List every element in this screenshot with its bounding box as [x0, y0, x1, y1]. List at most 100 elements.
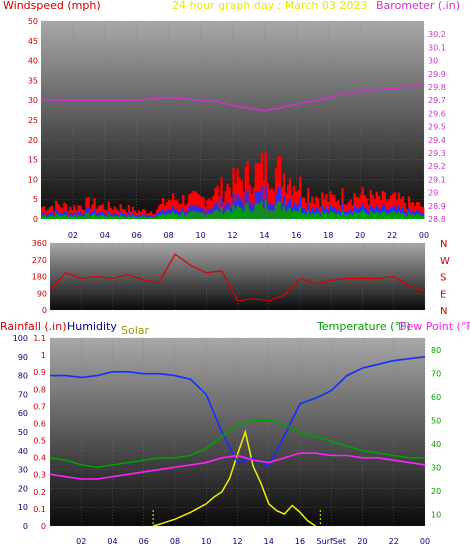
wind-low-bar — [129, 216, 133, 219]
wind-low-bar — [401, 212, 405, 219]
wind-low-bar — [286, 209, 290, 219]
wind-low-bar — [319, 215, 322, 219]
wind-low-bar — [377, 212, 380, 219]
wind-low-bar — [210, 213, 213, 219]
wind-low-bar — [359, 212, 362, 219]
wind-low-bar — [73, 215, 76, 219]
rainfall-tick-label: 0 — [41, 522, 46, 531]
humidity-x-tick-label: 02 — [76, 537, 86, 546]
wind-low-bar — [79, 215, 82, 219]
humidity-tick-label: 10 — [18, 503, 28, 512]
wind-low-bar — [172, 211, 175, 219]
wind-low-bar — [167, 213, 171, 219]
wind-low-bar — [135, 217, 139, 219]
windspeed-tick-label: 10 — [28, 175, 38, 184]
dewpoint-line — [49, 452, 426, 480]
wind-low-bar — [127, 215, 130, 219]
wind-direction-line — [49, 253, 426, 302]
barometer-tick-label: 30.2 — [428, 30, 446, 39]
humidity-tick-label: 60 — [18, 409, 28, 418]
wind-low-bar — [53, 216, 56, 219]
wind-low-bar — [260, 200, 264, 219]
wind-low-bar — [413, 215, 417, 219]
humidity-tick-label: 30 — [18, 466, 28, 475]
wind-low-bar — [190, 211, 193, 219]
wind-low-bar — [163, 215, 167, 219]
windspeed-tick-label: 40 — [28, 57, 38, 66]
direction-tick-label: 0 — [42, 306, 47, 315]
wind-low-bar — [69, 215, 72, 219]
windspeed-bar — [121, 208, 124, 219]
wind-low-bar — [145, 217, 149, 219]
windspeed-tick-label: 25 — [28, 116, 38, 125]
wind-low-bar — [327, 214, 330, 219]
rainfall-tick-label: 0.5 — [33, 437, 46, 446]
direction-tick-label: 270 — [32, 256, 47, 265]
wind-low-bar — [170, 213, 173, 219]
wind-low-bar — [216, 209, 219, 219]
wind-low-bar — [234, 209, 237, 219]
humidity-x-tick-label: SurfSet — [317, 537, 346, 546]
wind-low-bar — [373, 213, 376, 219]
wind-low-bar — [176, 213, 179, 219]
wind-low-bar — [111, 216, 114, 219]
wind-low-bar — [303, 213, 306, 219]
wind-low-bar — [341, 210, 344, 219]
wind-low-bar — [57, 214, 60, 219]
wind-x-tick-label: 02 — [68, 231, 78, 240]
compass-letter: N — [440, 306, 447, 317]
humidity-tick-label: 40 — [18, 447, 28, 456]
wind-low-bar — [174, 213, 177, 219]
wind-low-bar — [381, 211, 384, 219]
wind-low-bar — [266, 208, 270, 219]
temperature-tick-label: 40 — [431, 440, 441, 449]
wind-low-bar — [222, 214, 225, 219]
wind-low-bar — [339, 215, 342, 219]
wind-low-bar — [397, 211, 401, 219]
temperature-tick-label: 30 — [431, 463, 441, 472]
temperature-axis-label: Temperature (°F) — [316, 320, 411, 333]
wind-low-bar — [315, 212, 318, 219]
humidity-tick-label: 0 — [23, 522, 28, 531]
windspeed-bar — [147, 213, 151, 219]
wind-low-bar — [200, 212, 203, 219]
wind-x-tick-label: 14 — [259, 231, 269, 240]
rainfall-tick-label: 0.8 — [33, 385, 46, 394]
humidity-x-tick-label: 04 — [107, 537, 117, 546]
wind-low-bar — [147, 217, 151, 219]
wind-low-bar — [95, 216, 98, 219]
wind-low-bar — [276, 201, 280, 219]
barometer-tick-label: 30 — [428, 57, 438, 66]
wind-low-bar — [49, 215, 52, 219]
wind-low-bar — [369, 210, 372, 219]
wind-low-bar — [99, 215, 102, 219]
wind-low-bar — [347, 214, 350, 219]
windspeed-tick-label: 0 — [33, 215, 38, 224]
humidity-x-tick-label: 06 — [139, 537, 149, 546]
humidity-axis-label: Humidity — [67, 320, 117, 333]
wind-low-bar — [89, 216, 92, 219]
barometer-tick-label: 29.3 — [428, 149, 446, 158]
solar-axis-label: Solar — [121, 324, 150, 337]
wind-x-tick-label: 06 — [132, 231, 142, 240]
wind-low-bar — [278, 201, 282, 219]
wind-low-bar — [270, 210, 274, 219]
wind-low-bar — [309, 214, 312, 219]
wind-low-bar — [240, 208, 243, 219]
wind-low-bar — [391, 212, 395, 219]
temperature-tick-label: 70 — [431, 369, 441, 378]
wind-low-bar — [139, 216, 143, 219]
windspeed-tick-label: 45 — [28, 37, 38, 46]
wind-low-bar — [105, 216, 108, 219]
temperature-tick-label: 10 — [431, 510, 441, 519]
rainfall-tick-label: 0.2 — [33, 488, 46, 497]
barometer-tick-label: 29.9 — [428, 70, 446, 79]
chart-title: 24 hour graph day : March 03 2023 — [172, 0, 367, 12]
windspeed-bar — [311, 196, 314, 219]
wind-low-bar — [196, 211, 199, 219]
wind-low-bar — [411, 214, 415, 219]
wind-low-bar — [268, 210, 272, 219]
wind-low-bar — [292, 209, 296, 219]
barometer-line — [40, 82, 425, 112]
humidity-tick-label: 100 — [13, 334, 28, 343]
